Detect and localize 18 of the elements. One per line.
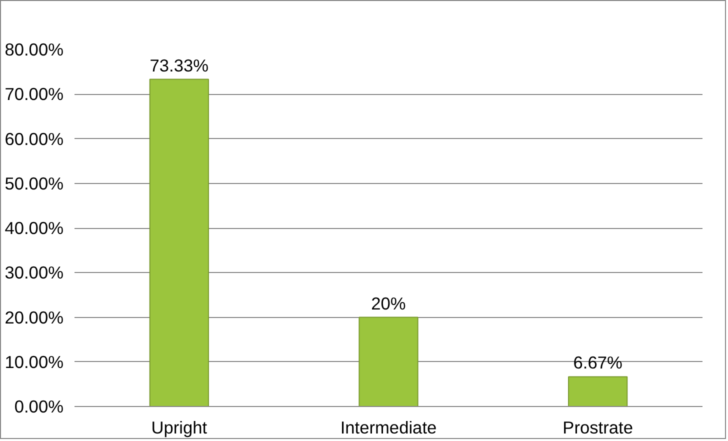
y-tick-label: 40.00% — [4, 218, 64, 238]
data-label: 20% — [371, 293, 406, 314]
y-tick-label: 30.00% — [4, 262, 64, 283]
x-tick-label: Upright — [151, 418, 208, 438]
data-label: 6.67% — [573, 352, 622, 373]
x-tick-label: Intermediate — [340, 418, 437, 438]
y-tick-label: 60.00% — [4, 128, 64, 149]
y-tick-label: 10.00% — [4, 352, 64, 372]
bar — [568, 376, 628, 406]
y-tick-label: 0.00% — [14, 396, 64, 416]
y-tick-label: 50.00% — [4, 173, 64, 194]
y-tick-label: 20.00% — [4, 307, 64, 328]
bar — [149, 78, 209, 406]
data-label: 73.33% — [150, 55, 209, 76]
x-tick-label: Prostrate — [562, 418, 633, 438]
bar — [358, 316, 418, 406]
y-tick-label: 80.00% — [4, 40, 64, 60]
y-tick-label: 70.00% — [4, 84, 64, 104]
